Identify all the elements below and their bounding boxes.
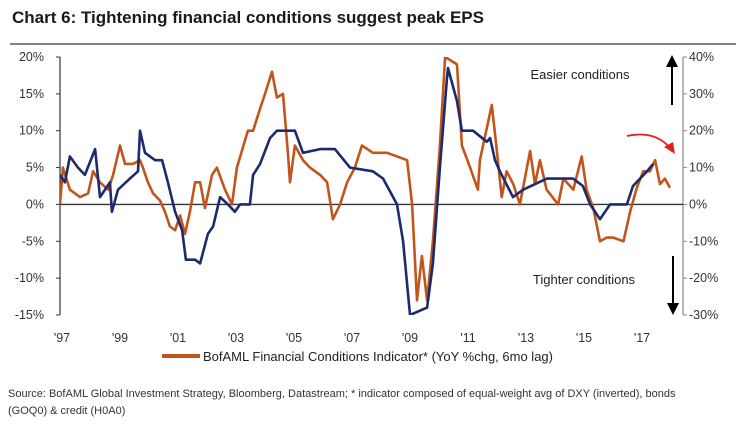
x-axis-tick-label: '07 bbox=[344, 331, 360, 345]
left-axis-tick-label: 0% bbox=[26, 197, 44, 211]
legend: BofAML Financial Conditions Indicator* (… bbox=[162, 349, 553, 364]
left-axis-tick-label: 5% bbox=[26, 161, 44, 175]
left-axis-tick-label: 15% bbox=[19, 87, 44, 101]
x-axis-tick-label: '17 bbox=[634, 331, 650, 345]
right-axis-tick-label: 20% bbox=[689, 124, 714, 138]
red-curved-arrow-icon bbox=[626, 133, 675, 154]
x-axis-tick-label: '99 bbox=[112, 331, 128, 345]
right-axis-tick-label: -10% bbox=[689, 234, 718, 248]
arrow-down-icon bbox=[667, 256, 679, 315]
source-note-line1: Source: BofAML Global Investment Strateg… bbox=[8, 388, 676, 400]
annotation-easier: Easier conditions bbox=[531, 67, 630, 82]
x-axis-tick-label: '97 bbox=[54, 331, 70, 345]
left-axis-tick-label: -10% bbox=[15, 271, 44, 285]
chart-title: Chart 6: Tightening financial conditions… bbox=[12, 8, 484, 27]
x-axis-tick-label: '11 bbox=[460, 331, 475, 345]
left-axis-tick-label: -5% bbox=[22, 234, 44, 248]
left-axis-tick-label: 10% bbox=[19, 124, 44, 138]
axes: 20% 15% 10% 5% 0% -5% -10% -15% 40% 30% 20% 10% 0% -1… bbox=[15, 50, 718, 345]
right-axis-tick-label: 40% bbox=[689, 50, 714, 64]
x-axis-tick-label: '13 bbox=[518, 331, 534, 345]
right-axis-tick-label: -30% bbox=[689, 308, 718, 322]
x-axis-tick-label: '01 bbox=[170, 331, 186, 345]
annotation-tighter: Tighter conditions bbox=[533, 272, 636, 287]
x-axis-tick-label: '15 bbox=[576, 331, 592, 345]
right-axis-tick-label: 10% bbox=[689, 161, 714, 175]
series-line-financial-conditions bbox=[60, 57, 672, 302]
x-axis-tick-label: '09 bbox=[402, 331, 418, 345]
source-note-line2: (GOQ0) & credit (H0A0) bbox=[8, 405, 125, 417]
legend-label-fci: BofAML Financial Conditions Indicator* (… bbox=[203, 349, 553, 364]
left-axis-tick-label: 20% bbox=[19, 50, 44, 64]
left-axis-tick-label: -15% bbox=[15, 308, 44, 322]
x-axis-tick-label: '03 bbox=[228, 331, 244, 345]
arrow-up-icon bbox=[666, 55, 678, 105]
right-axis-tick-label: 0% bbox=[689, 197, 707, 211]
series-group bbox=[60, 57, 672, 315]
series-line-eps bbox=[60, 66, 655, 315]
x-axis-tick-label: '05 bbox=[286, 331, 302, 345]
right-axis-tick-label: 30% bbox=[689, 87, 714, 101]
right-axis-tick-label: -20% bbox=[689, 271, 718, 285]
